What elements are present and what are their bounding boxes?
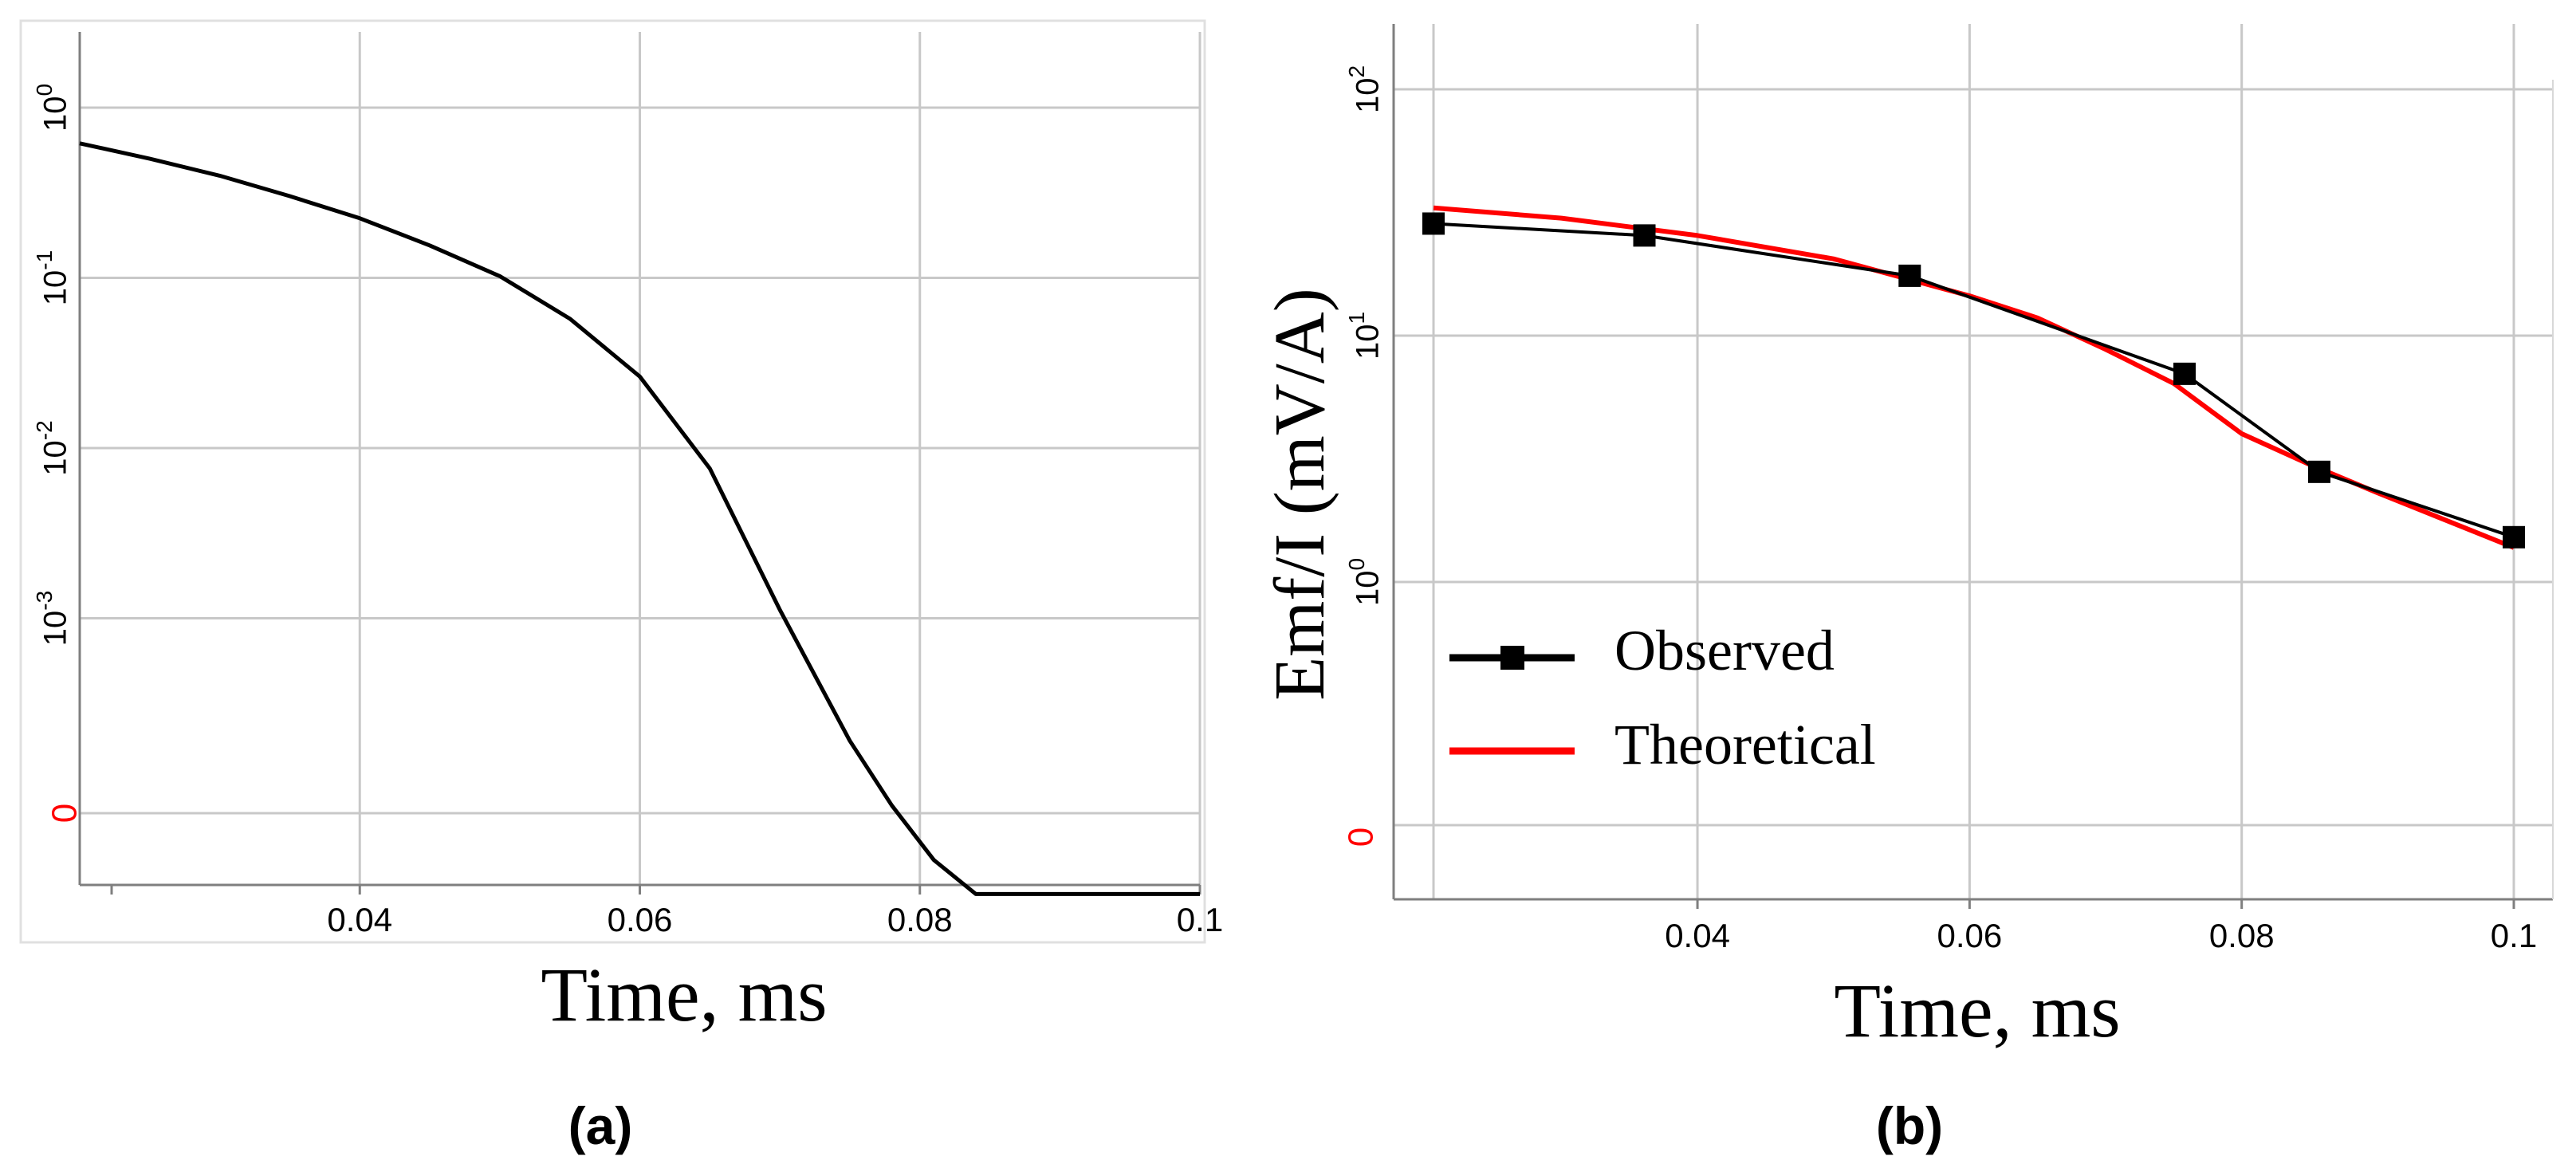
panel-b-series-observed-line: [1433, 222, 2515, 539]
panel-a-y-tick-label: 100: [32, 84, 73, 132]
panel-b-y-tick-label: 102: [1344, 65, 1385, 113]
panel-a-y-tick-label: 10-2: [32, 420, 73, 475]
panel-b-x-tick-label: 0.1: [2491, 917, 2537, 954]
panel-a-label: (a): [568, 1096, 633, 1155]
panel-b-observed-marker: [1898, 264, 1921, 287]
panel-b-label: (b): [1876, 1096, 1943, 1155]
panel-b-grid: [1394, 24, 2553, 899]
panel-b-y-tick-label: 100: [1344, 558, 1385, 606]
legend-observed-marker: [1500, 646, 1524, 670]
panel-b-x-tick-label: 0.08: [2209, 917, 2275, 954]
panel-b-observed-marker: [2307, 460, 2330, 483]
panel-b-x-tick-label: 0.06: [1937, 917, 2003, 954]
panel-a-x-axis-title: Time, ms: [541, 952, 827, 1037]
panel-a-x-tick-label: 0.08: [887, 901, 953, 938]
panel-a-zero-label: 0: [45, 804, 85, 823]
panel-b-zero-label: 0: [1342, 828, 1381, 847]
panel-a-x-tick-label: 0.06: [608, 901, 673, 938]
panel-b-x-tick-label: 0.04: [1665, 917, 1730, 954]
panel-a-x-ticks: 0.04 0.06 0.08 0.1: [110, 885, 1223, 938]
panel-b-y-axis-title: Emf/I (mV/A): [1260, 288, 1339, 700]
panel-a-series-line: [79, 141, 1200, 896]
panel-b-series-theoretical-line: [1433, 205, 2515, 550]
legend-theoretical-label: Theoretical: [1614, 713, 1876, 777]
panel-a-series: [79, 141, 1200, 896]
panel-a-x-tick-label: 0.1: [1177, 901, 1223, 938]
panel-a-grid: [80, 32, 1201, 885]
panel-b-y-tick-label: 101: [1344, 312, 1385, 360]
panel-a: 0.04 0.06 0.08 0.1 100 10-1 10-2 10-3 0 Time, …: [19, 19, 1223, 1155]
panel-a-y-ticks: 100 10-1 10-2 10-3: [32, 84, 73, 646]
legend-observed-label: Observed: [1614, 619, 1835, 682]
panel-a-frame: [19, 19, 1206, 944]
panel-b-x-axis-title: Time, ms: [1834, 968, 2120, 1053]
panel-b-observed-marker: [1633, 224, 1656, 247]
panel-a-y-tick-label: 10-1: [32, 250, 73, 305]
panel-a-y-tick-label: 10-3: [32, 591, 73, 646]
panel-b-observed-marker: [2503, 525, 2525, 549]
panel-a-x-tick-label: 0.04: [327, 901, 392, 938]
panel-b-y-ticks: 102 101 100: [1344, 65, 1385, 606]
panel-b-observed-marker: [1422, 212, 1445, 235]
panel-b-legend: Observed Theoretical: [1449, 619, 1876, 777]
panel-b-series: [1422, 205, 2525, 550]
panel-b-observed-marker: [2173, 362, 2196, 385]
panel-b: 0.04 0.06 0.08 0.1 102 101 100 0 Emf/I (mV/A)…: [1260, 24, 2554, 1155]
panel-b-x-ticks: 0.04 0.06 0.08 0.1: [1665, 899, 2537, 954]
